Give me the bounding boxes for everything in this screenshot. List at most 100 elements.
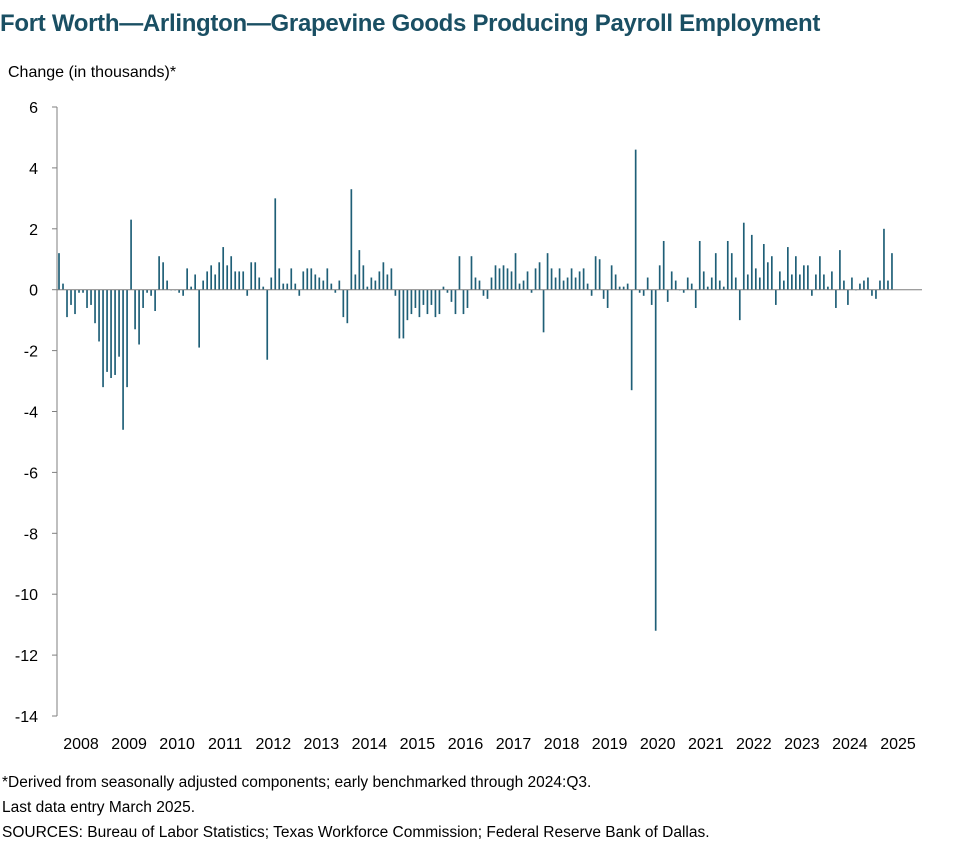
bar [166,280,168,290]
x-tick-label: 2021 [688,736,724,753]
bar [610,265,613,290]
bar [783,280,785,290]
bar [658,265,661,290]
bar [366,286,369,290]
bar [266,289,269,360]
bar [674,280,677,290]
bar [570,268,573,290]
bar [706,286,709,290]
bar [374,280,377,290]
bar [390,268,393,290]
bar [698,240,701,290]
bar [370,277,373,290]
x-tick-label: 2017 [496,736,532,753]
bar [710,277,713,290]
bar [386,274,389,290]
bar [867,277,869,290]
bar [510,271,513,290]
bar [506,268,509,290]
bar [430,289,433,305]
bar [887,280,889,290]
bar [815,274,817,290]
y-tick-label: -10 [15,587,38,604]
bar [762,244,765,290]
bar [630,289,633,391]
bar [298,289,301,296]
bar [843,280,845,290]
bar [218,262,221,290]
bar [795,256,797,290]
bar-series [58,149,893,631]
chart-notes: *Derived from seasonally adjusted compon… [2,770,710,845]
bar [726,240,729,290]
bar [803,265,805,290]
bar [438,289,441,315]
bar [614,274,617,290]
bar [342,289,345,318]
bar [778,271,781,290]
bar [310,268,313,290]
bar [642,289,645,296]
bar [722,286,725,290]
bar [230,256,233,290]
bar [398,289,401,339]
x-tick-label: 2018 [544,736,580,753]
bar [494,265,497,290]
x-tick-label: 2008 [63,736,99,753]
bar [550,268,553,290]
bar [714,253,717,290]
bar [378,271,381,290]
bar [754,268,757,290]
y-tick-label: -12 [15,648,38,665]
bar [891,253,893,290]
bar [827,286,829,290]
bar [883,228,885,290]
bar [186,268,188,290]
x-tick-label: 2014 [352,736,388,753]
y-tick-label: -6 [24,465,38,482]
bar [586,283,589,290]
bar [130,219,132,290]
bar [562,280,565,290]
bar [823,274,825,290]
x-tick-label: 2013 [304,736,340,753]
bar [338,280,341,290]
bar [490,277,493,290]
bar [414,289,417,308]
bar [122,289,124,430]
bar [770,256,773,290]
bar [242,271,245,290]
bar [334,289,337,293]
bar [158,256,160,290]
bar [58,253,60,290]
bar [718,280,721,290]
bar [466,289,469,308]
bar [542,289,545,333]
bar [859,283,861,290]
bar [811,289,813,296]
y-axis: 6 4 2 0 -2 -4 -6 -8 -10 -12 -14 [15,100,58,726]
bar [450,289,453,302]
bar [102,289,104,388]
x-tick-label: 2024 [832,736,868,753]
bar [210,265,213,290]
bar [534,268,537,290]
bar [686,277,689,290]
y-tick-label: -4 [24,405,38,422]
bar [278,268,281,290]
bar [750,234,753,290]
bar [222,247,225,290]
x-tick-label: 2020 [640,736,676,753]
bar [426,289,429,315]
bar [474,277,477,290]
y-tick-label: 4 [29,161,38,178]
bar [66,289,68,318]
y-axis-label: Change (in thousands)* [8,64,177,81]
bar [566,277,569,290]
bar [282,283,285,290]
bar [578,271,581,290]
bar [406,289,409,321]
bar [214,274,217,290]
bar [254,262,257,290]
